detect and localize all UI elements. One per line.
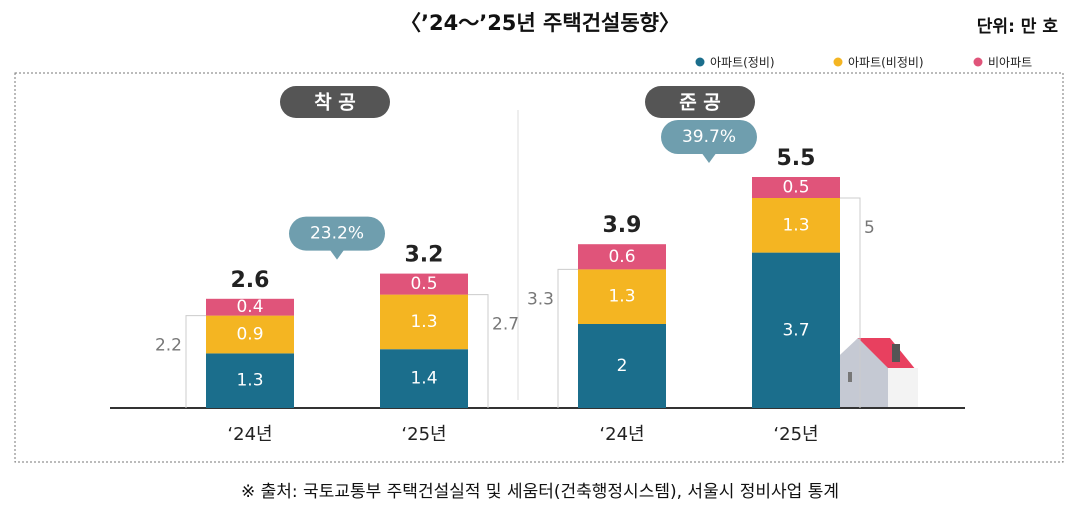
bar-segment bbox=[380, 294, 468, 350]
panel-pill bbox=[645, 86, 755, 118]
bar-segment bbox=[752, 198, 840, 253]
value-label: 3.7 bbox=[782, 320, 809, 340]
category-label: ‘25년 bbox=[773, 424, 818, 445]
total-label: 3.9 bbox=[603, 213, 642, 238]
category-label: ‘25년 bbox=[401, 424, 446, 445]
value-label: 1.3 bbox=[608, 287, 635, 307]
value-label: 0.5 bbox=[410, 274, 437, 294]
bar-segment bbox=[578, 244, 666, 270]
value-label: 1.3 bbox=[782, 215, 809, 235]
total-label: 3.2 bbox=[405, 243, 444, 268]
growth-pointer bbox=[701, 152, 717, 163]
apartment-bracket bbox=[468, 294, 489, 408]
bar-segment bbox=[752, 252, 840, 408]
source-note: ※ 출처: 국토교통부 주택건설실적 및 세움터(건축행정시스템), 서울시 정… bbox=[241, 482, 839, 502]
legend-marker bbox=[695, 57, 705, 67]
bar-segment bbox=[380, 273, 468, 295]
house-icon bbox=[826, 338, 918, 408]
bar-segment bbox=[380, 349, 468, 408]
panel-title: 착 공 bbox=[314, 92, 356, 114]
value-label: 1.4 bbox=[410, 369, 437, 389]
panel-pill bbox=[280, 86, 390, 118]
apartment-bracket bbox=[840, 197, 861, 408]
total-label: 2.6 bbox=[231, 268, 270, 293]
bar-segment bbox=[578, 324, 666, 408]
value-label: 1.3 bbox=[410, 312, 437, 332]
growth-label: 23.2% bbox=[310, 224, 364, 244]
legend-label: 아파트(비정비) bbox=[848, 56, 924, 70]
apartment-total-label: 2.2 bbox=[155, 336, 182, 356]
apartment-total-label: 2.7 bbox=[492, 315, 519, 335]
chart-title: 〈’24～’25년 주택건설동향〉 bbox=[400, 11, 680, 35]
apartment-bracket bbox=[185, 315, 206, 408]
bar-segment bbox=[578, 269, 666, 324]
value-label: 0.4 bbox=[236, 297, 263, 317]
legend-marker bbox=[833, 57, 843, 67]
growth-bubble bbox=[289, 216, 385, 251]
value-label: 0.6 bbox=[608, 247, 635, 267]
growth-bubble bbox=[661, 120, 757, 154]
category-label: ‘24년 bbox=[599, 424, 644, 445]
growth-pointer bbox=[329, 248, 345, 260]
value-label: 1.3 bbox=[236, 371, 263, 391]
bar-segment bbox=[752, 177, 840, 198]
frame bbox=[14, 72, 1064, 463]
value-label: 2 bbox=[617, 356, 628, 376]
category-label: ‘24년 bbox=[227, 424, 272, 445]
apartment-bracket bbox=[557, 268, 578, 408]
bar-segment bbox=[206, 353, 294, 408]
legend-label: 아파트(정비) bbox=[710, 56, 775, 70]
total-label: 5.5 bbox=[777, 146, 816, 171]
value-label: 0.5 bbox=[782, 178, 809, 198]
panel-title: 준 공 bbox=[679, 92, 721, 114]
bar-segment bbox=[206, 315, 294, 354]
legend-label: 비아파트 bbox=[988, 56, 1032, 70]
unit-label: 단위: 만 호 bbox=[977, 17, 1059, 37]
growth-label: 39.7% bbox=[682, 127, 736, 147]
apartment-total-label: 3.3 bbox=[527, 289, 554, 309]
apartment-total-label: 5 bbox=[864, 218, 875, 238]
legend-marker bbox=[973, 57, 983, 67]
value-label: 0.9 bbox=[236, 325, 263, 345]
bar-segment bbox=[206, 298, 294, 316]
